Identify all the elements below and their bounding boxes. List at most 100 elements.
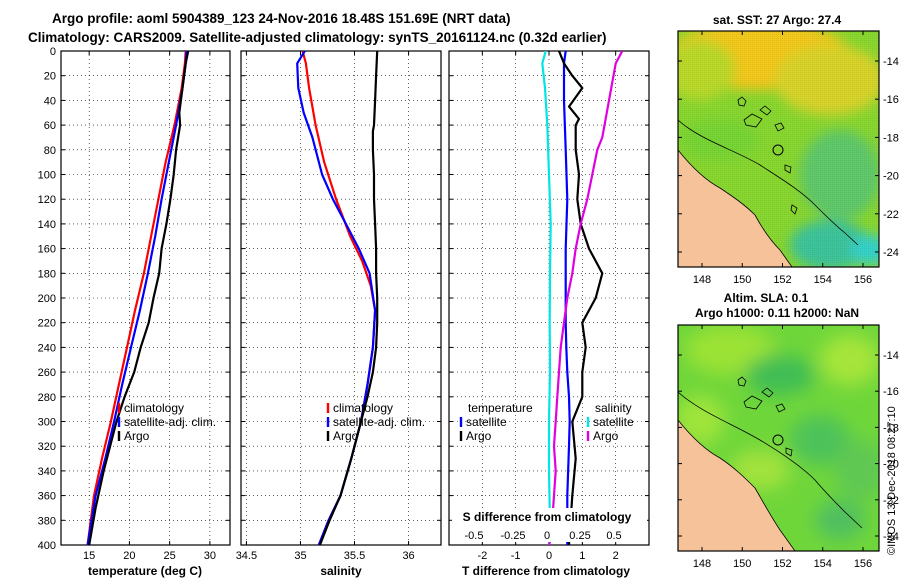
x-tick-label: 2 — [613, 550, 619, 562]
temperature-grid — [61, 51, 230, 545]
y-tick-label: 180 — [38, 268, 56, 280]
y-tick-label: 40 — [44, 95, 56, 107]
map-x-tick-label: 150 — [733, 558, 751, 570]
t-difference-x-label: T difference from climatology — [462, 564, 630, 578]
map-y-tick-label: -24 — [883, 247, 899, 259]
map-y-tick-label: -16 — [883, 386, 899, 398]
sla-map-field — [678, 325, 879, 551]
legend-label: climatology — [124, 401, 184, 415]
s-tick-label: -0.5 — [465, 530, 484, 542]
map-x-tick-label: 148 — [693, 274, 711, 286]
temperature-x-label: temperature (deg C) — [88, 564, 202, 578]
y-tick-label: 240 — [38, 342, 56, 354]
y-tick-label: 220 — [38, 318, 56, 330]
y-tick-label: 0 — [50, 46, 56, 58]
map-y-tick-label: -22 — [883, 209, 899, 221]
map-y-tick-label: -16 — [883, 94, 899, 106]
sla-map-title-1: Altim. SLA: 0.1 — [724, 291, 809, 305]
x-tick-label: 1 — [579, 550, 585, 562]
map-y-tick-label: -20 — [883, 459, 899, 471]
sst-map: sat. SST: 27 Argo: 27.4 -14-16-18-20-22-… — [677, 13, 899, 286]
series-line-t-argo — [557, 51, 604, 545]
y-tick-label: 120 — [38, 194, 56, 206]
map-x-tick-label: 154 — [814, 274, 832, 286]
s-tick-label: 0 — [544, 530, 550, 542]
map-y-tick-label: -14 — [883, 350, 899, 362]
sst-map-field — [678, 31, 879, 267]
map-y-tick-label: -18 — [883, 132, 899, 144]
salinity-panel: 34.5 35 35.5 36 salinity climatologysatelli… — [236, 50, 442, 578]
series-line-t-satellite — [562, 51, 571, 545]
title-line-2: Climatology: CARS2009. Satellite-adjuste… — [28, 30, 606, 45]
legend-label: satellite — [466, 415, 507, 429]
series-line-argo — [318, 51, 379, 545]
imos-credit: ©IMOS 13-Dec-2018 08:27:10 — [886, 406, 898, 555]
difference-series — [541, 51, 624, 545]
y-tick-label: 360 — [38, 491, 56, 503]
legend-label: climatology — [333, 401, 393, 415]
map-x-tick-label: 156 — [854, 274, 872, 286]
y-tick-label: 100 — [38, 170, 56, 182]
legend-salinity-title: salinity — [595, 401, 632, 415]
sla-map-title-2: Argo h1000: 0.11 h2000: NaN — [695, 306, 859, 320]
map-y-tick-label: -20 — [883, 171, 899, 183]
map-x-tick-label: 156 — [854, 558, 872, 570]
legend-label: satellite — [593, 415, 634, 429]
y-tick-label: 140 — [38, 219, 56, 231]
map-x-tick-label: 152 — [773, 274, 791, 286]
sla-map-x-ticks: 148 150 152 154 156 — [693, 325, 872, 570]
sst-map-x-ticks: 148 150 152 154 156 — [693, 31, 872, 286]
series-line-s-argo — [547, 51, 624, 545]
salinity-ticks: 34.5 35 35.5 36 — [236, 50, 441, 562]
legend-label: Argo — [593, 429, 619, 443]
x-tick-label: 35.5 — [344, 550, 365, 562]
sst-map-frame — [677, 30, 880, 268]
y-tick-label: 160 — [38, 244, 56, 256]
temperature-ticks: 0 20 40 60 80 100 120 140 160 180 200 220 240 260 280 3… — [38, 46, 230, 562]
y-tick-label: 320 — [38, 441, 56, 453]
salinity-x-label: salinity — [320, 564, 362, 578]
map-x-tick-label: 148 — [693, 558, 711, 570]
legend-temperature-title: temperature — [468, 401, 533, 415]
salinity-series — [296, 51, 379, 545]
map-y-tick-label: -18 — [883, 422, 899, 434]
y-tick-label: 260 — [38, 367, 56, 379]
y-tick-label: 200 — [38, 293, 56, 305]
y-tick-label: 400 — [38, 540, 56, 552]
s-tick-label: 0.5 — [606, 530, 621, 542]
temperature-panel: 0 20 40 60 80 100 120 140 160 180 200 220 240 260 280 3… — [38, 46, 231, 578]
temperature-series — [86, 51, 190, 545]
y-tick-label: 340 — [38, 466, 56, 478]
map-x-tick-label: 152 — [773, 558, 791, 570]
series-line-s-satellite — [541, 51, 552, 545]
sla-map: Altim. SLA: 0.1 Argo h1000: 0.11 h2000: … — [677, 291, 899, 570]
difference-panel: -2 -1 0 1 2 S difference from climatology -0… — [448, 50, 650, 578]
x-tick-label: 30 — [204, 550, 216, 562]
series-line-argo — [88, 51, 190, 545]
difference-legends: temperaturesatelliteArgosalinitysatellit… — [459, 401, 634, 443]
sla-map-frame — [677, 324, 880, 552]
legend-label: satellite-adj. clim. — [333, 415, 425, 429]
map-y-tick-label: -24 — [883, 531, 899, 543]
x-tick-label: 25 — [164, 550, 176, 562]
x-tick-label: 35 — [294, 550, 306, 562]
map-x-tick-label: 150 — [733, 274, 751, 286]
legend-label: Argo — [333, 429, 359, 443]
map-y-tick-label: -22 — [883, 495, 899, 507]
s-difference-ticks: -0.5 -0.25 0 0.25 0.5 — [465, 530, 622, 542]
y-tick-label: 60 — [44, 120, 56, 132]
map-x-tick-label: 154 — [814, 558, 832, 570]
x-tick-label: -1 — [511, 550, 521, 562]
legend-label: Argo — [466, 429, 492, 443]
x-tick-label: 15 — [83, 550, 95, 562]
s-difference-axis-background — [452, 508, 647, 542]
y-tick-label: 380 — [38, 515, 56, 527]
y-tick-label: 280 — [38, 392, 56, 404]
x-tick-label: 34.5 — [236, 550, 257, 562]
y-tick-label: 80 — [44, 145, 56, 157]
x-tick-label: 20 — [123, 550, 135, 562]
s-difference-axis-label: S difference from climatology — [463, 510, 632, 524]
